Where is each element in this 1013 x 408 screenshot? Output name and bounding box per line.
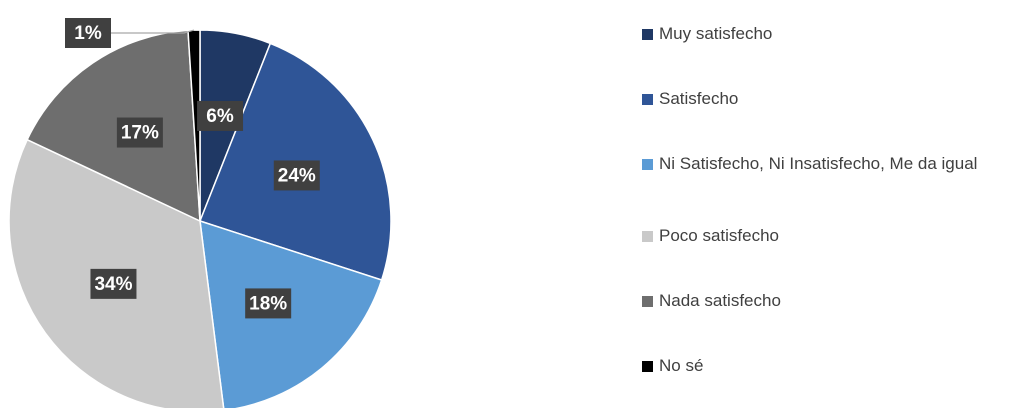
legend-label: Ni Satisfecho, Ni Insatisfecho, Me da ig…	[659, 154, 978, 173]
label-box	[90, 268, 137, 299]
label-box	[197, 100, 244, 131]
legend-item: Nada satisfecho	[642, 289, 1007, 354]
legend-swatch	[642, 231, 653, 242]
legend-label: Nada satisfecho	[659, 291, 781, 310]
legend-item: Ni Satisfecho, Ni Insatisfecho, Me da ig…	[642, 152, 1007, 224]
legend-label: Muy satisfecho	[659, 24, 773, 43]
label-box	[245, 288, 292, 319]
legend-item: Muy satisfecho	[642, 22, 1007, 87]
legend: Muy satisfecho Satisfecho Ni Satisfecho, N…	[642, 22, 1007, 408]
label-box	[273, 160, 320, 191]
label-box	[65, 18, 111, 48]
data-label: 24%	[278, 165, 316, 186]
legend-swatch	[642, 296, 653, 307]
label-box	[116, 117, 163, 148]
legend-label: No sé	[659, 356, 704, 375]
data-label: 17%	[121, 123, 159, 144]
legend-swatch	[642, 361, 653, 372]
legend-label: Poco satisfecho	[659, 226, 780, 245]
legend-swatch	[642, 29, 653, 40]
legend-item: No sé	[642, 354, 1007, 408]
data-label: 18%	[249, 293, 287, 314]
data-label: 6%	[206, 106, 234, 127]
legend-swatch	[642, 94, 653, 105]
legend-item: Poco satisfecho	[642, 224, 1007, 289]
data-label: 1%	[74, 23, 102, 44]
legend-item: Satisfecho	[642, 87, 1007, 152]
legend-swatch	[642, 159, 653, 170]
legend-label: Satisfecho	[659, 89, 739, 108]
data-label: 34%	[94, 274, 132, 295]
leader-line	[110, 29, 195, 34]
